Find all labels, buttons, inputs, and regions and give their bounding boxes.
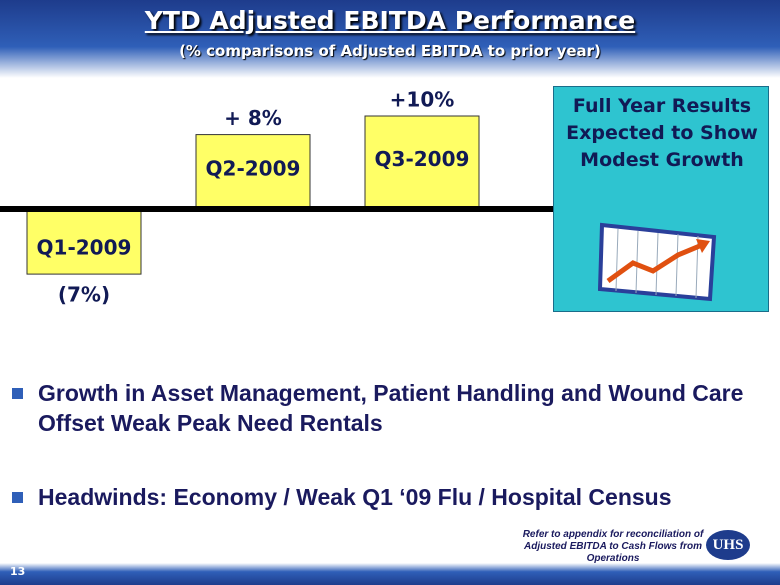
bullet: Growth in Asset Management, Patient Hand… bbox=[10, 378, 780, 438]
logo: UHS bbox=[706, 530, 750, 560]
header-band bbox=[0, 0, 780, 78]
bullets: Growth in Asset Management, Patient Hand… bbox=[10, 378, 780, 556]
footer-band bbox=[0, 563, 780, 585]
bar bbox=[195, 134, 311, 210]
category-label: Q2-2009 bbox=[206, 156, 301, 180]
bar bbox=[26, 208, 142, 275]
subtitle: (% comparisons of Adjusted EBITDA to pri… bbox=[179, 42, 601, 60]
category-label: Q1-2009 bbox=[37, 236, 132, 260]
value-label: + 8% bbox=[224, 106, 282, 130]
callout-text: Full Year Results Expected to Show Modes… bbox=[566, 95, 758, 171]
page-number: 13 bbox=[10, 565, 26, 578]
bullet: Headwinds: Economy / Weak Q1 ‘09 Flu / H… bbox=[10, 482, 780, 512]
callout: Full Year Results Expected to Show Modes… bbox=[553, 86, 769, 312]
category-label: Q3-2009 bbox=[375, 147, 470, 171]
footnote: Refer to appendix for reconciliation of … bbox=[522, 529, 704, 564]
chart: Q1-2009 (7%) Q2-2009 + 8% Q3-2009 +10% bbox=[0, 88, 560, 307]
chart-icon bbox=[598, 222, 717, 302]
value-label: +10% bbox=[390, 88, 455, 112]
value-label: (7%) bbox=[58, 283, 110, 307]
title: YTD Adjusted EBITDA Performance bbox=[144, 6, 636, 35]
bar bbox=[364, 115, 480, 210]
